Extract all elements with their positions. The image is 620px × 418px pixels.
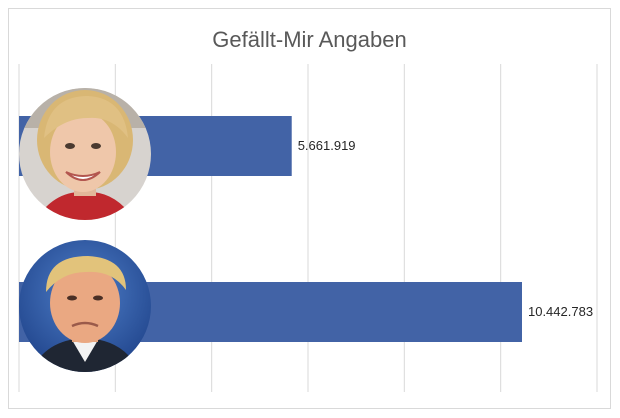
data-label: 10.442.783	[528, 304, 593, 319]
donald-trump-portrait	[19, 240, 151, 372]
hillary-clinton-portrait	[19, 88, 151, 220]
chart-title: Gefällt-Mir Angaben	[212, 27, 407, 52]
data-label: 5.661.919	[298, 138, 356, 153]
